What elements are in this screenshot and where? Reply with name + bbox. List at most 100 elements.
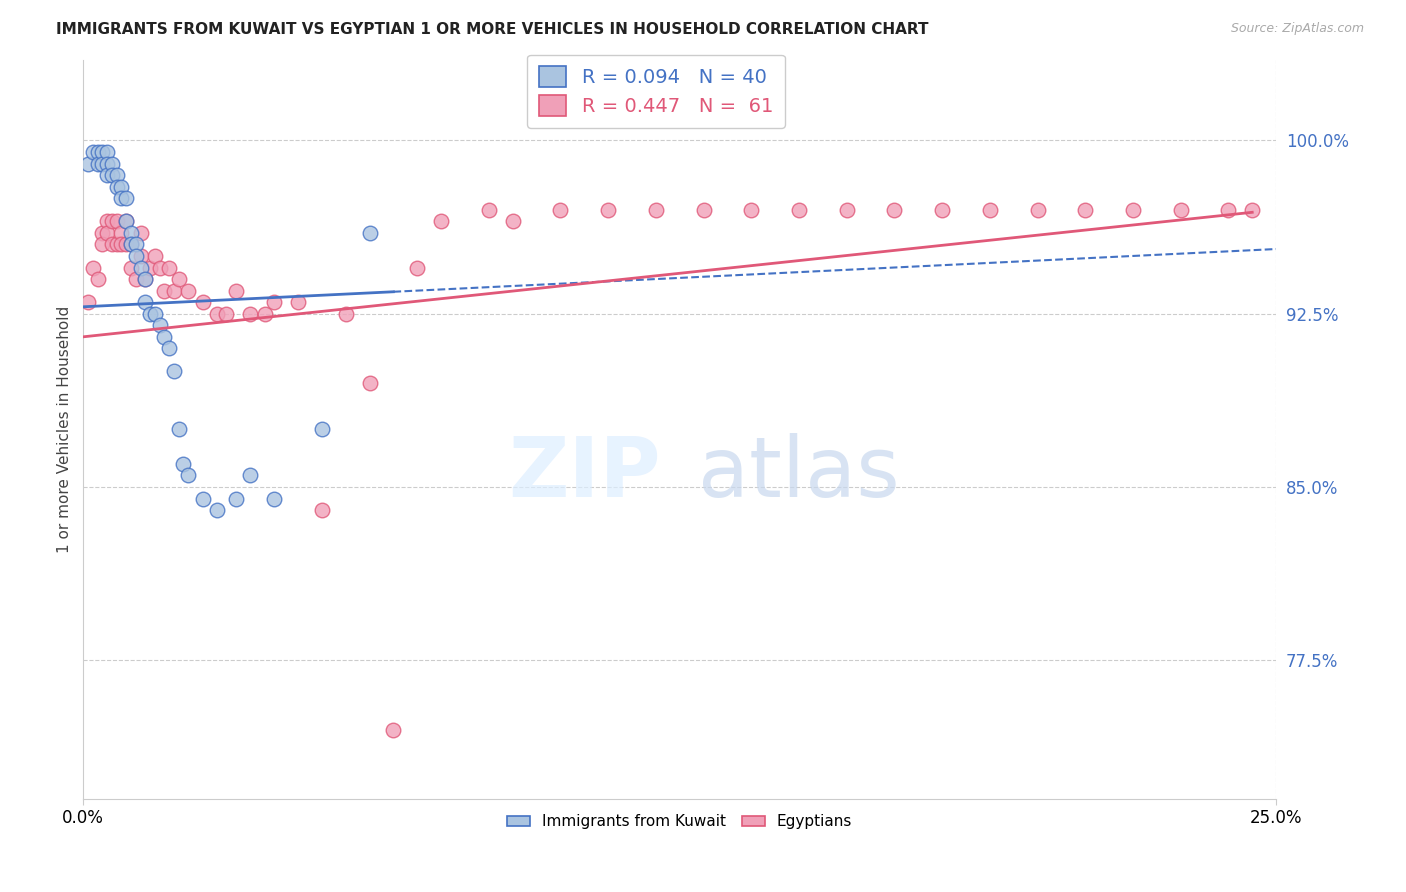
Point [430, 214, 453, 228]
Point [177, 468, 200, 483]
Point [115, 237, 138, 252]
Point [96, 226, 118, 240]
Point [149, 318, 172, 333]
Point [143, 307, 166, 321]
Point [692, 202, 714, 217]
Point [382, 723, 405, 737]
Point [167, 272, 190, 286]
Point [120, 226, 142, 240]
Point [125, 249, 148, 263]
Point [335, 307, 357, 321]
Point [115, 214, 138, 228]
Point [120, 237, 142, 252]
Point [406, 260, 429, 275]
Point [91, 145, 114, 159]
Point [1074, 202, 1097, 217]
Point [1122, 202, 1144, 217]
Point [77, 295, 100, 310]
Point [120, 260, 142, 275]
Point [191, 295, 214, 310]
Legend: Immigrants from Kuwait, Egyptians: Immigrants from Kuwait, Egyptians [501, 808, 858, 836]
Point [979, 202, 1001, 217]
Point [110, 237, 132, 252]
Point [883, 202, 905, 217]
Point [359, 226, 381, 240]
Point [1170, 202, 1192, 217]
Point [101, 156, 124, 170]
Point [129, 226, 152, 240]
Point [644, 202, 666, 217]
Point [96, 145, 118, 159]
Point [167, 422, 190, 436]
Point [91, 226, 114, 240]
Point [105, 168, 128, 182]
Point [125, 272, 148, 286]
Point [205, 307, 228, 321]
Point [129, 260, 152, 275]
Point [105, 214, 128, 228]
Point [225, 491, 247, 506]
Point [478, 202, 501, 217]
Point [110, 179, 132, 194]
Point [787, 202, 810, 217]
Point [86, 145, 108, 159]
Point [134, 272, 156, 286]
Point [129, 249, 152, 263]
Point [263, 491, 285, 506]
Y-axis label: 1 or more Vehicles in Household: 1 or more Vehicles in Household [58, 306, 72, 553]
Point [96, 168, 118, 182]
Point [502, 214, 524, 228]
Point [96, 156, 118, 170]
Point [253, 307, 276, 321]
Point [1241, 202, 1264, 217]
Point [191, 491, 214, 506]
Point [125, 237, 148, 252]
Point [1218, 202, 1240, 217]
Point [1026, 202, 1049, 217]
Point [177, 284, 200, 298]
Text: Source: ZipAtlas.com: Source: ZipAtlas.com [1230, 22, 1364, 36]
Point [163, 364, 186, 378]
Point [550, 202, 572, 217]
Point [598, 202, 620, 217]
Point [311, 503, 333, 517]
Point [139, 260, 162, 275]
Point [157, 342, 180, 356]
Point [287, 295, 309, 310]
Point [82, 260, 104, 275]
Point [115, 191, 138, 205]
Point [173, 457, 195, 471]
Point [239, 468, 262, 483]
Point [96, 214, 118, 228]
Point [740, 202, 762, 217]
Point [157, 260, 180, 275]
Point [263, 295, 285, 310]
Point [91, 156, 114, 170]
Point [86, 156, 108, 170]
Point [143, 249, 166, 263]
Point [163, 284, 186, 298]
Point [110, 226, 132, 240]
Point [101, 237, 124, 252]
Point [101, 214, 124, 228]
Point [153, 330, 176, 344]
Point [139, 307, 162, 321]
Text: atlas: atlas [699, 434, 900, 514]
Point [311, 422, 333, 436]
Point [115, 214, 138, 228]
Point [225, 284, 247, 298]
Point [77, 156, 100, 170]
Point [82, 145, 104, 159]
Point [110, 191, 132, 205]
Point [120, 237, 142, 252]
Text: ZIP: ZIP [508, 434, 661, 514]
Point [91, 237, 114, 252]
Text: IMMIGRANTS FROM KUWAIT VS EGYPTIAN 1 OR MORE VEHICLES IN HOUSEHOLD CORRELATION C: IMMIGRANTS FROM KUWAIT VS EGYPTIAN 1 OR … [56, 22, 929, 37]
Point [105, 179, 128, 194]
Point [134, 272, 156, 286]
Point [105, 237, 128, 252]
Point [205, 503, 228, 517]
Point [239, 307, 262, 321]
Point [931, 202, 953, 217]
Point [153, 284, 176, 298]
